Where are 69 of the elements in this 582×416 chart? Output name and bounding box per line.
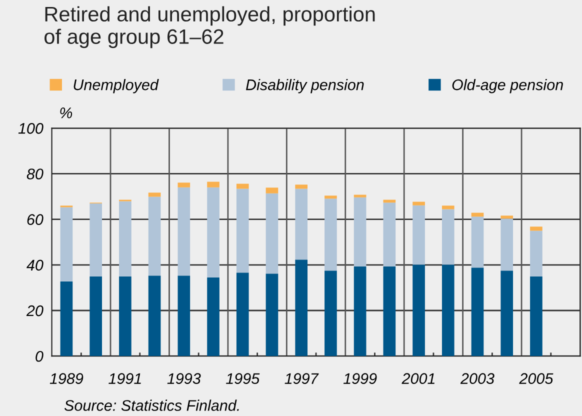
bar: [500, 216, 514, 219]
x-tick-label: 2005: [519, 373, 554, 384]
y-tick-label: 100: [18, 122, 44, 134]
bar: [471, 268, 484, 356]
bar: [530, 226, 542, 231]
bar: [207, 182, 220, 188]
bar: [236, 188, 249, 273]
bar: [236, 184, 249, 189]
bar: [412, 264, 425, 356]
bar: [295, 260, 308, 356]
x-tick-label: 1995: [226, 373, 260, 384]
legend-label: Unemployed: [74, 78, 159, 94]
bar: [442, 206, 454, 210]
bar: [412, 202, 425, 206]
bar: [266, 274, 278, 356]
bar: [471, 212, 484, 217]
bar: [324, 270, 337, 356]
bar: [354, 194, 366, 198]
bar: [266, 188, 278, 194]
bar: [324, 196, 337, 199]
bar: [324, 198, 337, 271]
bar: [266, 193, 278, 274]
y-tick-label: 0: [36, 350, 44, 362]
legend-label: Old-age pension: [452, 78, 563, 94]
bar: [178, 276, 190, 356]
bar: [295, 184, 308, 189]
y-axis-title: %: [60, 108, 72, 118]
bar: [119, 276, 132, 356]
bar: [236, 272, 249, 356]
x-tick-label: 2003: [460, 373, 494, 384]
x-tick-label: 2001: [402, 373, 434, 384]
bar: [471, 216, 484, 268]
bar: [90, 203, 102, 277]
bar: [412, 205, 425, 265]
bar: [178, 187, 190, 276]
bar: [530, 230, 542, 277]
bar: [60, 282, 73, 356]
bar: [500, 270, 514, 356]
bar: [530, 276, 542, 356]
bar: [295, 188, 308, 260]
bar: [119, 201, 132, 277]
y-tick-label: 60: [27, 214, 44, 225]
x-tick-label: 1993: [167, 373, 201, 384]
bar: [383, 202, 396, 267]
bar: [500, 218, 514, 271]
bar: [60, 207, 73, 282]
y-tick-label: 80: [26, 168, 44, 180]
legend-label: Disability pension: [246, 78, 364, 94]
bar: [207, 277, 220, 356]
bar: [442, 264, 454, 356]
bar: [148, 276, 161, 356]
bar: [207, 187, 220, 278]
bar: [383, 200, 396, 203]
source-note: Source: Statistics Finland.: [64, 400, 239, 411]
chart-title: Retired and unemployed, proportion of age group 61–62: [44, 6, 375, 48]
bar: [354, 266, 366, 356]
bar: [148, 196, 161, 276]
bar: [383, 266, 396, 356]
x-tick-label: 1999: [343, 373, 377, 384]
bar: [178, 182, 190, 188]
y-tick-label: 20: [26, 305, 44, 316]
bar: [354, 197, 366, 267]
y-tick-label: 40: [26, 260, 44, 271]
x-tick-label: 1997: [284, 373, 319, 384]
bar: [148, 192, 161, 197]
x-tick-label: 1991: [108, 373, 141, 384]
bar: [90, 276, 102, 356]
x-tick-label: 1989: [50, 373, 84, 384]
bar: [442, 209, 454, 265]
